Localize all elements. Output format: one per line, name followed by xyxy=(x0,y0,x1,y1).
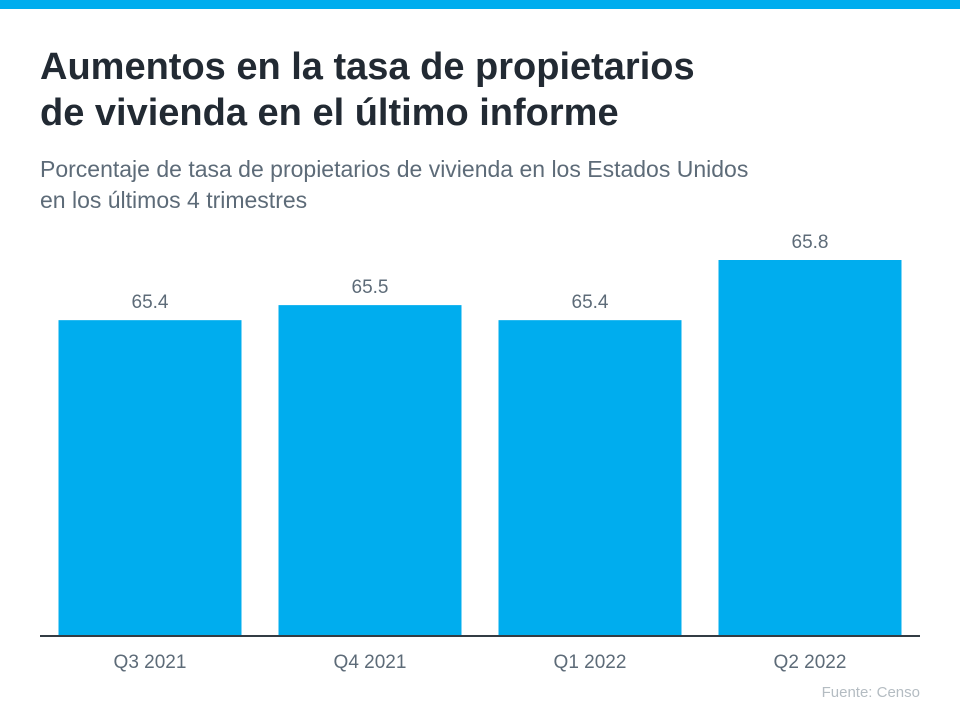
title-line-1: Aumentos en la tasa de propietarios xyxy=(40,46,695,88)
chart-title: Aumentos en la tasa de propietarios de v… xyxy=(40,44,695,136)
data-label: 65.8 xyxy=(792,232,829,253)
bar-q4-2021 xyxy=(278,305,462,636)
source-note: Fuente: Censo xyxy=(821,684,920,701)
subtitle-line-1: Porcentaje de tasa de propietarios de vi… xyxy=(40,156,749,182)
subtitle-line-2: en los últimos 4 trimestres xyxy=(40,187,308,213)
x-tick-label: Q3 2021 xyxy=(114,652,187,673)
bar-q1-2022 xyxy=(498,320,682,636)
chart-subtitle: Porcentaje de tasa de propietarios de vi… xyxy=(40,154,748,216)
bar-q2-2022 xyxy=(718,260,902,636)
title-line-2: de vivienda en el último informe xyxy=(40,92,619,134)
top-accent-bar xyxy=(0,0,960,9)
x-tick-label: Q2 2022 xyxy=(774,652,847,673)
bar-q3-2021 xyxy=(58,320,242,636)
x-tick-label: Q1 2022 xyxy=(554,652,627,673)
x-tick-label: Q4 2021 xyxy=(334,652,407,673)
data-label: 65.4 xyxy=(572,292,609,313)
data-label: 65.5 xyxy=(352,277,389,298)
data-label: 65.4 xyxy=(132,292,169,313)
